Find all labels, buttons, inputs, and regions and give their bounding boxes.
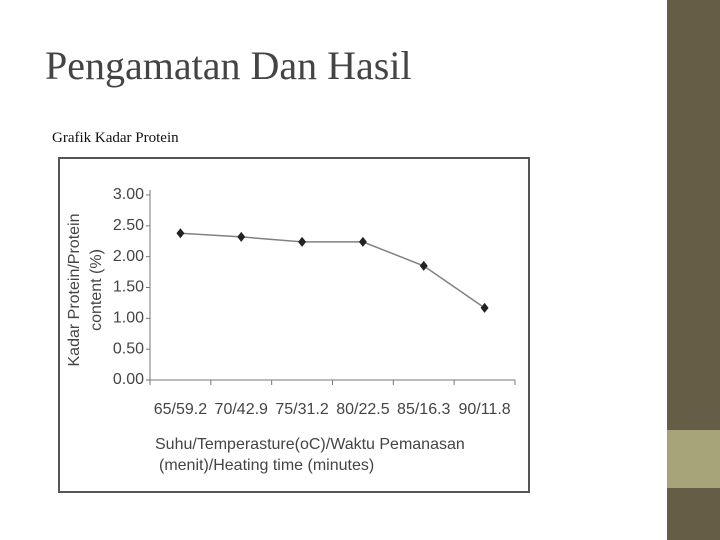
- x-tick-label: 80/22.5: [336, 401, 389, 418]
- point: [237, 231, 246, 242]
- x-tick-label: 75/31.2: [275, 401, 328, 418]
- x-tick-label: 90/11.8: [458, 401, 510, 418]
- x-tick-label: 85/16.3: [397, 401, 450, 418]
- y-tick-label: 0.50: [113, 340, 144, 357]
- x-tick-label: 65/59.2: [154, 401, 207, 418]
- point: [419, 260, 428, 271]
- y-tick-label: 2.50: [113, 217, 144, 234]
- y-tick-label: 1.50: [113, 279, 144, 296]
- x-axis-label: (menit)/Heating time (minutes): [159, 457, 374, 474]
- line: [180, 232, 486, 309]
- y-tick-label: 3.00: [113, 186, 144, 203]
- x-axis-label: Suhu/Temperasture(oC)/Waktu Pemanasan: [155, 436, 465, 453]
- y-tick-label: 2.00: [113, 248, 144, 265]
- point: [298, 236, 307, 247]
- y-tick-label: 1.00: [113, 310, 144, 327]
- point: [480, 302, 489, 313]
- point: [176, 228, 185, 239]
- side-accent: [667, 430, 720, 488]
- y-tick-label: 0.00: [113, 371, 144, 388]
- slide-subtitle: Grafik Kadar Protein: [52, 130, 179, 146]
- y-axis-label: content (%): [88, 249, 105, 331]
- slide-title: Pengamatan Dan Hasil: [45, 43, 412, 88]
- point: [358, 236, 367, 247]
- x-tick-label: 70/42.9: [215, 401, 268, 418]
- chart-frame: [58, 157, 530, 493]
- y-axis-label: Kadar Protein/Protein: [66, 214, 83, 367]
